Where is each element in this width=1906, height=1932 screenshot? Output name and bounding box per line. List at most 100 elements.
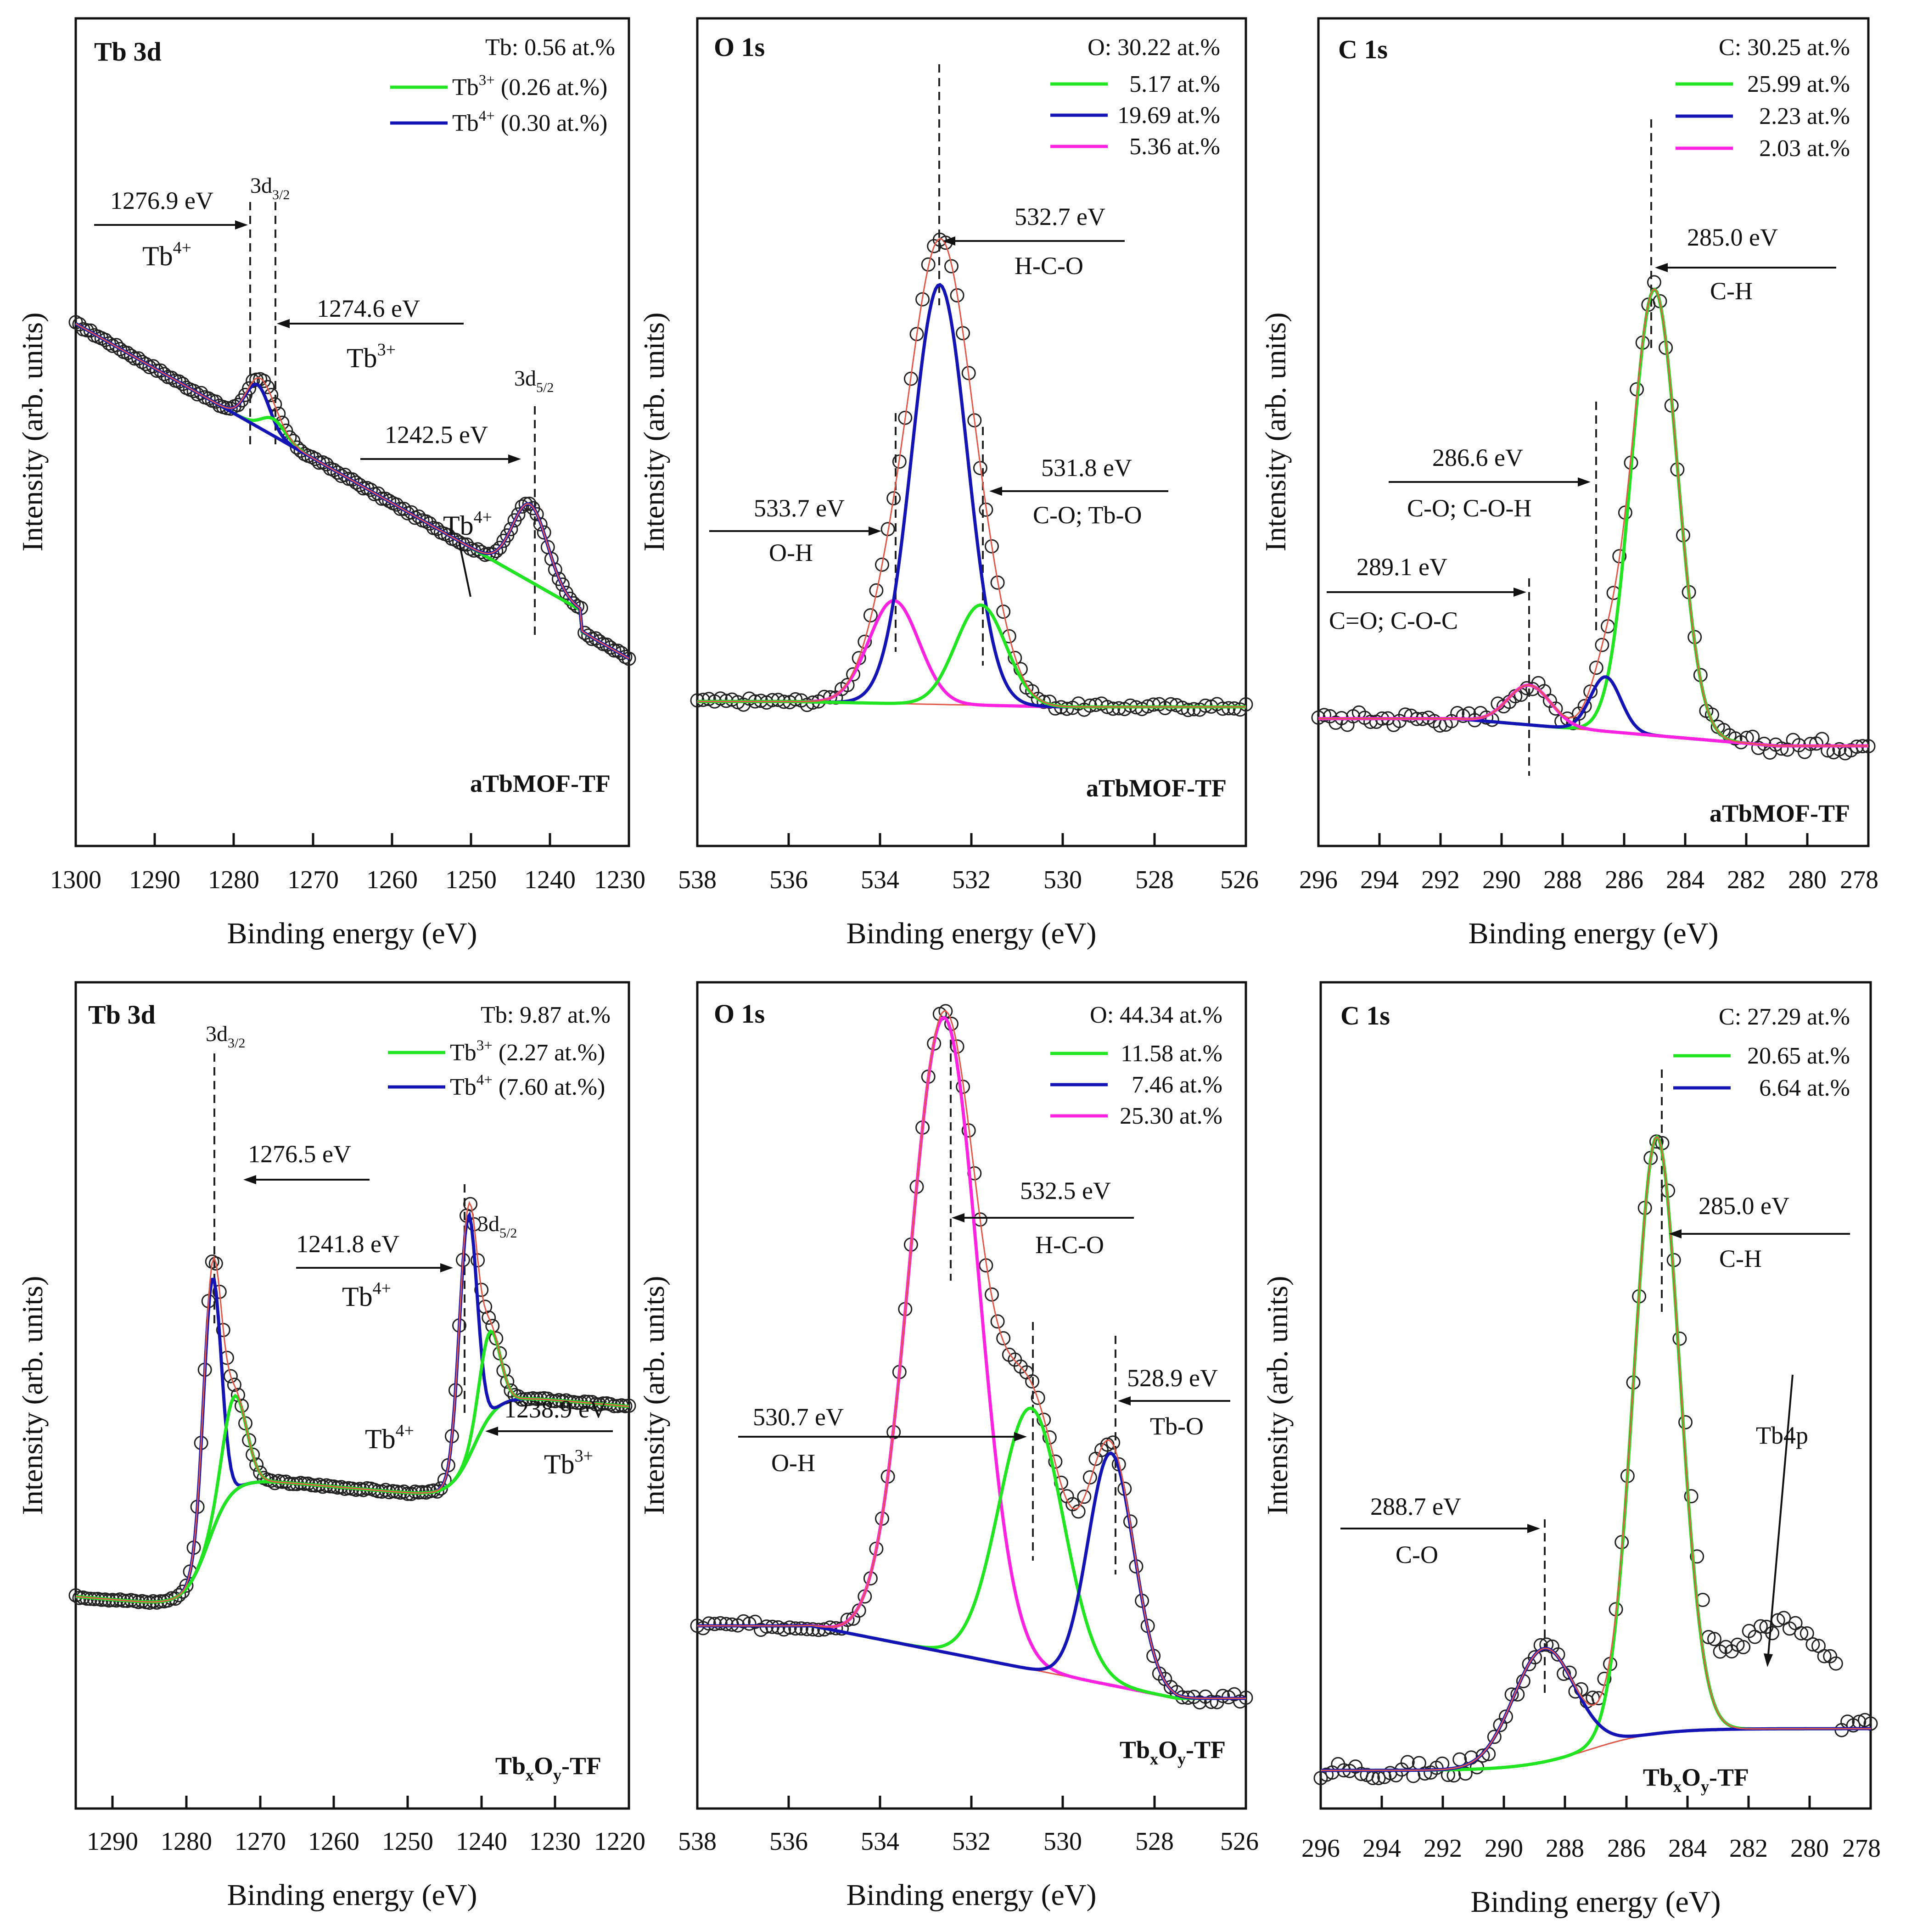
data-point bbox=[511, 507, 526, 522]
legend-label-tb3: Tb3+ (2.27 at.%) bbox=[450, 1037, 605, 1066]
data-point bbox=[1475, 1748, 1490, 1763]
panel-title: C 1s bbox=[1340, 1001, 1390, 1030]
tick-label: 296 bbox=[1301, 1834, 1340, 1863]
data-point bbox=[533, 517, 548, 532]
annotation-1276-5: 1276.5 eV bbox=[243, 1140, 370, 1184]
arrow-head bbox=[277, 319, 290, 328]
annotation-species: Tb4+ bbox=[342, 1279, 391, 1312]
tick-label: 1270 bbox=[235, 1827, 286, 1856]
spectrum-points bbox=[68, 315, 636, 666]
data-point bbox=[504, 522, 518, 537]
data-point bbox=[68, 315, 83, 330]
annotation-energy: 532.5 eV bbox=[1020, 1177, 1111, 1204]
annotation-energy: 1276.9 eV bbox=[110, 187, 213, 214]
data-point bbox=[1805, 1637, 1820, 1652]
annotation-energy: 1276.5 eV bbox=[248, 1140, 351, 1168]
fit-envelope bbox=[75, 323, 629, 659]
data-point bbox=[985, 539, 999, 554]
annotation-288-7: 288.7 eV C-O bbox=[1340, 1493, 1540, 1568]
data-point bbox=[249, 1457, 264, 1472]
annotation-530-7: 530.7 eV O-H bbox=[738, 1403, 1027, 1477]
arrow-head bbox=[440, 1263, 453, 1272]
data-point bbox=[1672, 1331, 1687, 1346]
data-point bbox=[1239, 697, 1253, 711]
data-point bbox=[1037, 694, 1051, 709]
data-point bbox=[909, 327, 924, 342]
arrow-head bbox=[1118, 1396, 1131, 1406]
plot-area bbox=[1311, 119, 1876, 776]
data-point bbox=[1025, 1374, 1040, 1389]
plot-area bbox=[690, 64, 1253, 717]
data-point bbox=[172, 1588, 186, 1602]
fit-component-0 bbox=[697, 599, 1246, 709]
data-point bbox=[382, 493, 397, 508]
legend-label-green: 11.58 at.% bbox=[1121, 1041, 1222, 1067]
data-point bbox=[1649, 1134, 1664, 1149]
data-point bbox=[1319, 1767, 1334, 1782]
fit-component-1 bbox=[75, 1394, 629, 1604]
tick-label: 290 bbox=[1482, 866, 1521, 894]
annotation-energy: 288.7 eV bbox=[1370, 1493, 1461, 1520]
data-point bbox=[863, 608, 878, 623]
annotation-assignment: Tb-O bbox=[1150, 1412, 1204, 1440]
data-point bbox=[246, 1447, 260, 1462]
data-point bbox=[120, 346, 135, 360]
data-point bbox=[378, 492, 393, 506]
tick-label: 1230 bbox=[529, 1827, 581, 1856]
background-line bbox=[1318, 718, 1868, 747]
data-point bbox=[1216, 701, 1230, 716]
data-point bbox=[356, 481, 371, 496]
data-point bbox=[1048, 1454, 1063, 1469]
data-point bbox=[1684, 1489, 1699, 1504]
panel-tb3d-atbmof: Intensity (arb. units) Binding energy (e… bbox=[16, 17, 645, 950]
legend-label-blue: 2.23 at.% bbox=[1759, 103, 1850, 129]
x-ticks: 538 536 534 532 530 528 526 bbox=[678, 1796, 1259, 1856]
tick-label: 1280 bbox=[208, 866, 259, 894]
total-label: C: 27.29 at.% bbox=[1719, 1004, 1850, 1030]
data-point bbox=[1487, 1730, 1502, 1744]
annotation-532-5: 532.5 eV H-C-O bbox=[952, 1177, 1134, 1259]
legend-label-tb3: Tb3+ (0.26 at.%) bbox=[452, 72, 607, 101]
annotation-energy: 285.0 eV bbox=[1699, 1192, 1789, 1220]
data-point bbox=[518, 497, 533, 511]
data-point bbox=[522, 497, 537, 511]
annotation-1274-6: 1274.6 eV Tb3+ bbox=[277, 295, 464, 373]
fit-curves bbox=[697, 238, 1246, 709]
legend-label-magenta: 25.30 at.% bbox=[1120, 1103, 1222, 1129]
data-point bbox=[555, 577, 570, 592]
data-point bbox=[411, 509, 426, 524]
data-point bbox=[128, 351, 142, 366]
data-point bbox=[515, 499, 529, 514]
total-label: Tb: 9.87 at.% bbox=[481, 1002, 611, 1028]
peak-label-3d52: 3d5/2 bbox=[514, 366, 554, 395]
annotation-energy: 528.9 eV bbox=[1127, 1364, 1218, 1392]
plot-area bbox=[1313, 1070, 1878, 1786]
fit-curves bbox=[75, 1201, 629, 1604]
tick-label: 532 bbox=[952, 866, 991, 894]
annotation-pointer bbox=[458, 541, 471, 597]
arrow-head bbox=[508, 454, 521, 464]
data-point bbox=[840, 678, 855, 692]
arrow-head bbox=[243, 1175, 256, 1184]
tick-label: 526 bbox=[1220, 1827, 1259, 1856]
annotation-285-0: 285.0 eV C-H bbox=[1655, 224, 1836, 305]
data-point bbox=[231, 398, 245, 412]
annotation-energy: 286.6 eV bbox=[1432, 444, 1523, 471]
data-point bbox=[782, 1620, 797, 1635]
panel-c1s-atbmof: Intensity (arb. units) Binding energy (e… bbox=[1259, 17, 1878, 950]
data-point bbox=[441, 528, 455, 543]
arrow-head bbox=[952, 1213, 964, 1222]
data-point bbox=[1071, 1504, 1086, 1519]
legend-label-blue: 7.46 at.% bbox=[1132, 1072, 1222, 1098]
tick-label: 1250 bbox=[382, 1827, 433, 1856]
data-point bbox=[433, 1481, 448, 1496]
data-point bbox=[422, 516, 437, 531]
x-axis-label: Binding energy (eV) bbox=[846, 1878, 1097, 1912]
data-point bbox=[500, 1374, 515, 1389]
data-point bbox=[1551, 1647, 1565, 1662]
x-axis-label: Binding energy (eV) bbox=[227, 917, 477, 950]
data-point bbox=[607, 643, 622, 658]
data-point bbox=[788, 1621, 803, 1636]
data-point bbox=[389, 497, 404, 512]
